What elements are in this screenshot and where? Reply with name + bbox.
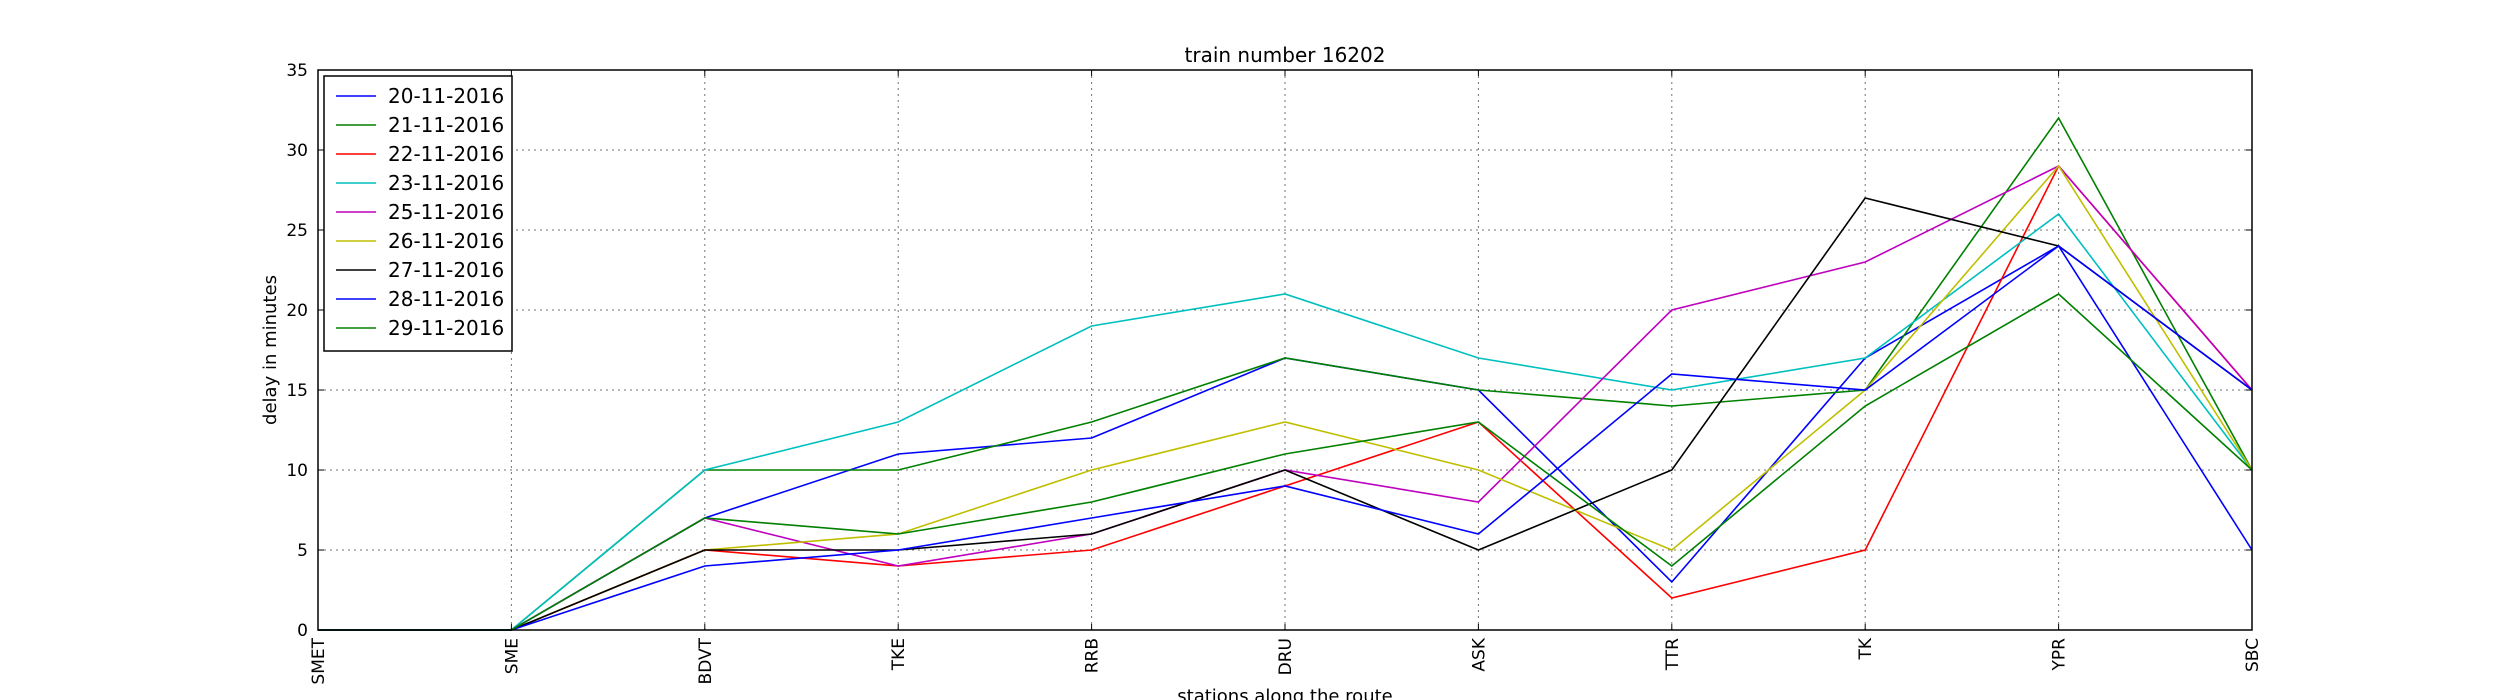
y-tick-label: 30 — [286, 141, 308, 161]
x-tick-label: BDVT — [696, 637, 716, 684]
legend-label: 28-11-2016 — [388, 287, 504, 311]
y-tick-label: 0 — [297, 621, 308, 641]
series-line — [318, 245, 2253, 631]
y-tick-label: 15 — [286, 381, 308, 401]
y-tick-label: 20 — [286, 301, 308, 321]
legend: 20-11-2016 21-11-2016 22-11-2016 23-11-2016… — [323, 75, 513, 352]
legend-label: 21-11-2016 — [388, 113, 504, 137]
legend-label: 27-11-2016 — [388, 258, 504, 282]
x-tick-label: ASK — [1469, 637, 1489, 671]
series-lines — [318, 116, 2253, 631]
axis-ticks: SMET SME BDVT TKE RRB DRU ASK TTR TK YPR SBC 0 5 10 15… — [286, 61, 2263, 685]
y-tick-label: 25 — [286, 221, 308, 241]
legend-label: 20-11-2016 — [388, 84, 504, 108]
legend-label: 22-11-2016 — [388, 142, 504, 166]
legend-label: 25-11-2016 — [388, 200, 504, 224]
legend-label: 29-11-2016 — [388, 316, 504, 340]
x-tick-label: SMET — [309, 637, 329, 684]
series-line — [318, 212, 2253, 631]
x-tick-label: SME — [502, 638, 522, 674]
x-tick-label: TKE — [889, 638, 909, 671]
y-axis-label: delay in minutes — [260, 275, 281, 425]
x-tick-label: RRB — [1083, 638, 1103, 673]
x-tick-label: TTR — [1663, 638, 1683, 671]
series-line — [318, 293, 2253, 631]
x-axis-label: stations along the route — [1177, 686, 1392, 700]
x-tick-label: SBC — [2243, 638, 2263, 672]
legend-label: 26-11-2016 — [388, 229, 504, 253]
y-tick-label: 5 — [297, 541, 308, 561]
x-tick-label: TK — [1856, 637, 1876, 660]
y-tick-label: 35 — [286, 61, 308, 81]
legend-label: 23-11-2016 — [388, 171, 504, 195]
x-tick-label: YPR — [2050, 638, 2070, 672]
x-tick-label: DRU — [1276, 638, 1296, 675]
chart-title: train number 16202 — [1185, 43, 1386, 67]
y-tick-label: 10 — [286, 461, 308, 481]
series-line — [318, 197, 2253, 631]
legend-box — [323, 75, 513, 352]
